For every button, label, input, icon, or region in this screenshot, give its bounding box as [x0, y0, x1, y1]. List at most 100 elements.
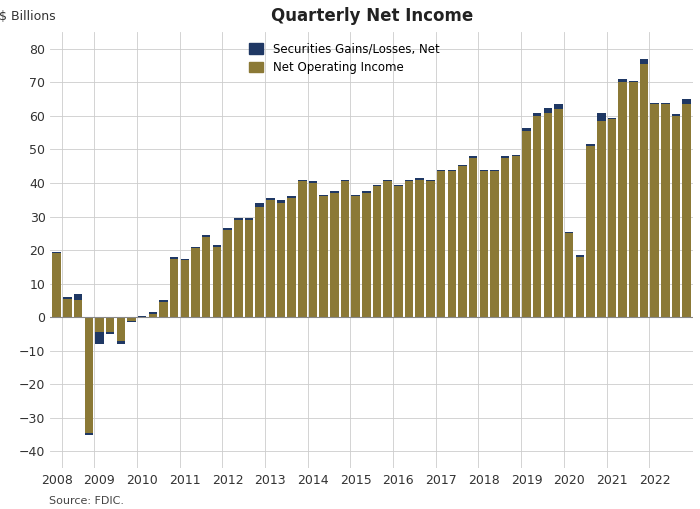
Bar	[597, 121, 606, 317]
Bar	[74, 294, 83, 300]
Bar	[522, 131, 531, 317]
Bar	[480, 172, 488, 317]
Bar	[191, 247, 200, 248]
Bar	[618, 82, 627, 317]
Bar	[565, 233, 573, 317]
Bar	[447, 169, 456, 172]
Bar	[575, 255, 584, 257]
Bar	[362, 193, 370, 317]
Bar	[266, 200, 274, 317]
Bar	[276, 203, 285, 317]
Bar	[608, 119, 616, 317]
Bar	[554, 104, 563, 109]
Bar	[202, 235, 211, 237]
Bar	[575, 255, 584, 317]
Bar	[191, 248, 200, 317]
Bar	[587, 145, 595, 317]
Bar	[384, 180, 392, 181]
Bar	[490, 172, 498, 317]
Bar	[672, 114, 680, 317]
Bar	[341, 181, 349, 317]
Bar	[330, 193, 339, 317]
Bar	[533, 112, 542, 116]
Bar	[501, 158, 510, 317]
Bar	[650, 102, 659, 104]
Bar	[544, 112, 552, 317]
Text: $ Billions: $ Billions	[0, 10, 55, 23]
Bar	[618, 79, 627, 82]
Bar	[127, 321, 136, 322]
Bar	[672, 114, 680, 116]
Bar	[661, 102, 670, 104]
Bar	[116, 317, 125, 341]
Bar	[74, 294, 83, 317]
Bar	[256, 207, 264, 317]
Bar	[608, 118, 616, 119]
Title: Quarterly Net Income: Quarterly Net Income	[271, 7, 473, 25]
Bar	[405, 180, 413, 181]
Bar	[544, 107, 552, 112]
Bar	[512, 155, 520, 156]
Bar	[298, 180, 307, 181]
Bar	[341, 180, 349, 181]
Bar	[106, 317, 114, 334]
Bar	[298, 181, 307, 317]
Bar	[650, 104, 659, 317]
Bar	[533, 116, 542, 317]
Bar	[458, 164, 467, 166]
Bar	[682, 99, 691, 317]
Bar	[405, 181, 413, 317]
Bar	[234, 220, 242, 317]
Bar	[661, 104, 670, 317]
Bar	[319, 196, 328, 317]
Bar	[276, 200, 285, 203]
Bar	[447, 172, 456, 317]
Bar	[159, 300, 168, 302]
Bar	[106, 332, 114, 334]
Bar	[256, 203, 264, 207]
Bar	[469, 156, 477, 158]
Bar	[362, 191, 370, 193]
Bar	[63, 299, 71, 317]
Bar	[458, 166, 467, 317]
Bar	[148, 314, 157, 317]
Bar	[85, 433, 93, 435]
Bar	[501, 156, 510, 158]
Bar	[213, 245, 221, 247]
Bar	[319, 195, 328, 196]
Bar	[127, 317, 136, 322]
Bar	[682, 99, 691, 104]
Bar	[181, 260, 189, 317]
Bar	[373, 185, 382, 186]
Bar	[373, 186, 382, 317]
Bar	[416, 178, 424, 180]
Bar	[309, 181, 317, 183]
Bar	[52, 253, 61, 317]
Bar	[288, 196, 296, 198]
Bar	[565, 232, 573, 233]
Bar	[394, 186, 402, 317]
Bar	[223, 229, 232, 230]
Bar	[426, 180, 435, 181]
Bar	[148, 312, 157, 314]
Bar	[245, 218, 253, 220]
Bar	[512, 156, 520, 317]
Bar	[266, 198, 274, 200]
Bar	[95, 317, 104, 332]
Bar	[554, 109, 563, 317]
Bar	[522, 128, 531, 131]
Bar	[159, 302, 168, 317]
Bar	[234, 218, 242, 220]
Bar	[426, 181, 435, 317]
Bar	[384, 181, 392, 317]
Bar	[629, 82, 638, 317]
Bar	[629, 81, 638, 82]
Bar	[288, 198, 296, 317]
Bar	[437, 172, 445, 317]
Bar	[640, 59, 648, 64]
Bar	[469, 158, 477, 317]
Bar	[95, 332, 104, 344]
Bar	[85, 317, 93, 433]
Bar	[640, 64, 648, 317]
Bar	[416, 180, 424, 317]
